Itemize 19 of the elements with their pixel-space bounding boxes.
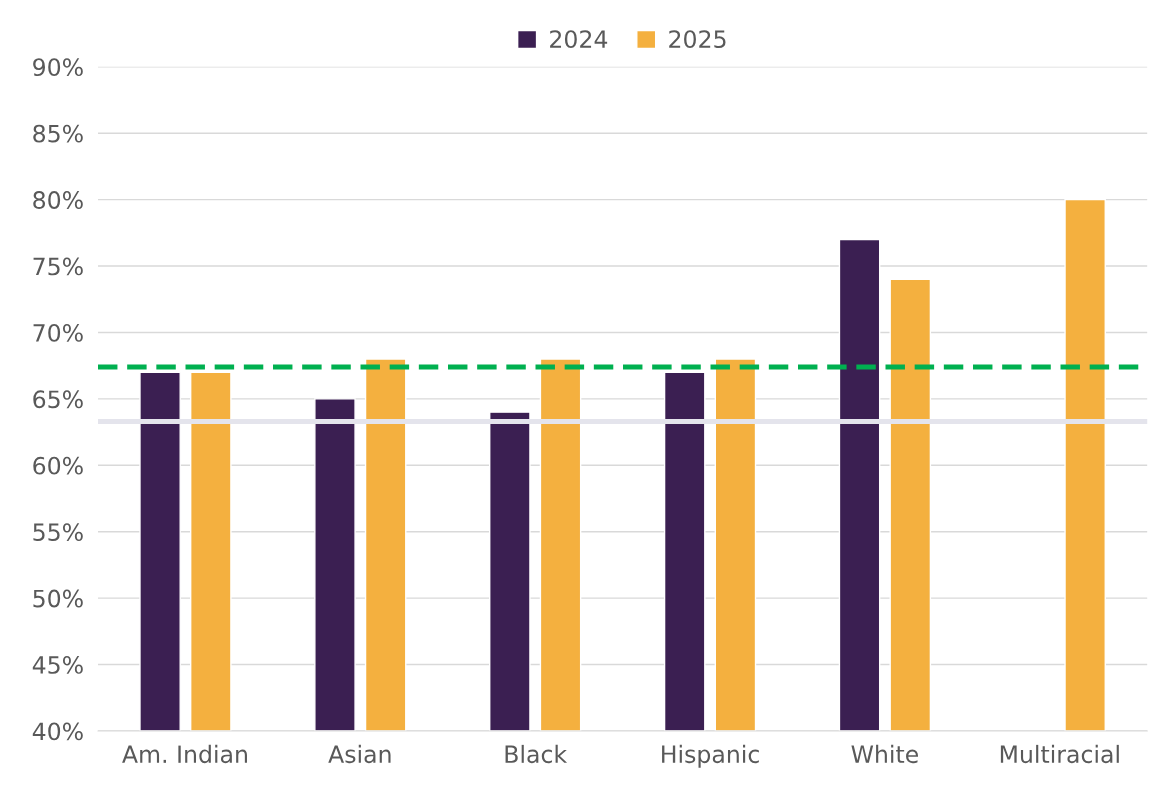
y-tick-label: 50% bbox=[33, 589, 83, 608]
y-tick-label: 45% bbox=[32, 656, 83, 674]
x-tick-label: Black bbox=[505, 744, 568, 764]
x-tick-label: Am. Indian bbox=[122, 744, 247, 764]
y-tick-label: 55% bbox=[33, 523, 83, 542]
y-tick-label: 60% bbox=[33, 456, 83, 475]
y-tick-label: 70% bbox=[33, 323, 83, 342]
y-tick-label: 85% bbox=[33, 124, 83, 143]
y-tick-label: 75% bbox=[33, 257, 83, 276]
x-tick-label: Multiracial bbox=[1000, 744, 1119, 764]
y-tick-label: 65% bbox=[33, 390, 83, 409]
y-tick-label: 90% bbox=[33, 58, 83, 77]
legend-label: 2024 bbox=[550, 30, 608, 49]
y-tick-label: 40% bbox=[32, 722, 83, 741]
x-tick-label: White bbox=[851, 744, 918, 764]
x-tick-label: Asian bbox=[328, 744, 391, 764]
y-tick-label: 80% bbox=[33, 191, 83, 209]
legend-label: 2025 bbox=[669, 30, 726, 49]
x-tick-label: Hispanic bbox=[662, 744, 759, 768]
